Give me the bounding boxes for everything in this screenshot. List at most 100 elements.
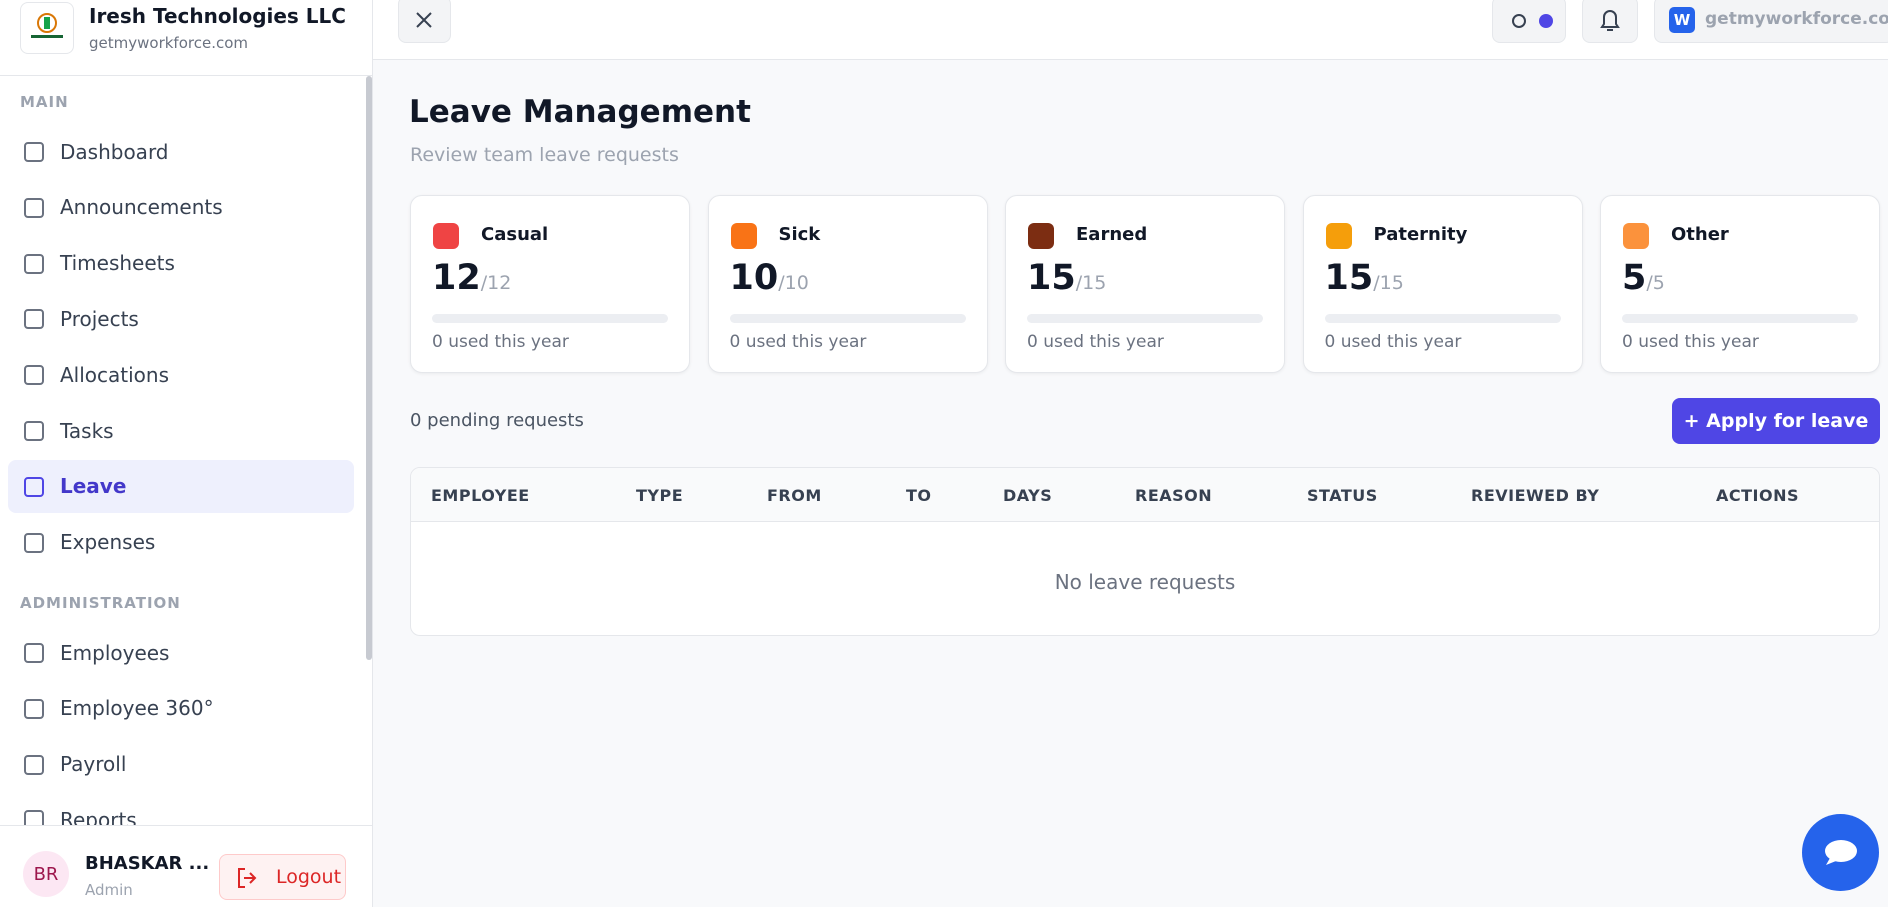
nav-label: Expenses (60, 530, 156, 555)
total-count: /5 (1646, 272, 1665, 294)
column-header: DAYS (1003, 486, 1053, 505)
card-used: 0 used this year (1324, 332, 1462, 352)
nav-label: Leave (60, 474, 127, 499)
progress-track (432, 314, 668, 323)
empty-message: No leave requests (1054, 570, 1236, 594)
company-domain: getmyworkforce.com (89, 34, 248, 52)
logout-label: Logout (276, 866, 342, 888)
leave-card: Other 5/5 0 used this year (1600, 195, 1880, 373)
card-available: 10/10 (730, 258, 809, 298)
company-name: Iresh Technologies LLC (89, 4, 346, 28)
section-title: MAIN (20, 93, 69, 111)
nav-label: Tasks (60, 418, 114, 443)
logout-button[interactable]: Logout (219, 854, 346, 900)
pending-count: 0 pending requests (410, 410, 584, 431)
column-header: ACTIONS (1716, 486, 1800, 505)
bell-icon (1600, 10, 1620, 31)
close-icon (416, 12, 432, 28)
card-name: Casual (481, 224, 549, 245)
logout-icon (238, 868, 257, 888)
topbar: W getmyworkforce.com (373, 0, 1888, 60)
nav-label: Employees (60, 640, 170, 665)
nav-label: Payroll (60, 752, 127, 777)
workspace-switcher[interactable]: W getmyworkforce.com (1654, 0, 1888, 43)
nav-item[interactable]: Announcements (8, 181, 354, 234)
leave-card: Paternity 15/15 0 used this year (1302, 195, 1583, 373)
nav-item[interactable]: Expenses (8, 516, 354, 569)
scrollbar (366, 76, 372, 660)
nav-icon (24, 253, 44, 274)
nav-item[interactable]: Projects (8, 292, 354, 345)
chat-button[interactable] (1802, 814, 1879, 891)
card-available: 12/12 (432, 258, 511, 298)
card-icon (1623, 223, 1649, 249)
nav-icon (24, 476, 44, 497)
nav-item[interactable]: Employee 360° (8, 682, 354, 735)
total-count: /12 (480, 272, 512, 294)
column-header: REVIEWED BY (1471, 486, 1600, 505)
logo-mark (31, 13, 63, 38)
available-count: 15 (1324, 258, 1374, 298)
card-available: 15/15 (1325, 258, 1404, 298)
column-header: FROM (767, 486, 822, 505)
leave-card: Sick 10/10 0 used this year (707, 195, 988, 373)
page-title: Leave Management (409, 94, 751, 130)
close-button[interactable] (398, 0, 451, 43)
theme-toggle[interactable] (1492, 0, 1566, 43)
available-count: 12 (432, 258, 481, 298)
workspace-name: getmyworkforce.com (1705, 9, 1888, 29)
logo (20, 2, 74, 54)
nav-item[interactable]: Allocations (8, 348, 354, 401)
card-used: 0 used this year (1622, 332, 1759, 352)
nav-icon (24, 754, 44, 775)
nav-icon (24, 421, 44, 441)
nav-icon (24, 532, 44, 553)
user-name: BHASKAR ... (85, 853, 210, 874)
total-count: /15 (1373, 272, 1404, 294)
nav-item[interactable]: Timesheets (8, 237, 354, 290)
total-count: /15 (1075, 272, 1107, 294)
nav-icon (24, 309, 44, 330)
section-title: ADMINISTRATION (20, 594, 181, 612)
column-header: STATUS (1307, 486, 1378, 505)
available-count: 10 (729, 258, 779, 298)
column-header: TO (906, 486, 932, 505)
leave-card: Earned 15/15 0 used this year (1005, 195, 1285, 373)
nav-icon (24, 698, 44, 719)
page-subtitle: Review team leave requests (410, 144, 679, 166)
nav-item[interactable]: Dashboard (8, 125, 354, 178)
card-used: 0 used this year (729, 332, 867, 352)
available-count: 5 (1622, 258, 1647, 298)
card-available: 15/15 (1027, 258, 1106, 298)
card-name: Earned (1076, 224, 1148, 245)
card-name: Paternity (1373, 224, 1468, 245)
nav-icon (24, 142, 44, 162)
nav-label: Employee 360° (60, 696, 214, 721)
sidebar: Iresh Technologies LLC getmyworkforce.co… (0, 0, 373, 907)
nav-item[interactable]: Tasks (8, 404, 354, 457)
table-header: EMPLOYEE TYPE FROM TO DAYS REASON STATUS REVIEW… (411, 468, 1879, 522)
column-header: EMPLOYEE (431, 486, 530, 505)
leave-table: EMPLOYEE TYPE FROM TO DAYS REASON STATUS REVIEW… (410, 467, 1880, 636)
progress-track (729, 314, 966, 323)
apply-button[interactable]: + Apply for leave (1672, 398, 1880, 444)
progress-track (1324, 314, 1561, 323)
nav-item[interactable]: Leave (8, 459, 354, 513)
card-icon (433, 223, 459, 249)
card-name: Sick (778, 224, 821, 245)
card-used: 0 used this year (1027, 332, 1164, 352)
progress-track (1622, 314, 1858, 323)
card-icon (1028, 223, 1054, 249)
card-available: 5/5 (1622, 258, 1665, 298)
nav-label: Allocations (60, 362, 170, 387)
nav-label: Dashboard (60, 139, 169, 164)
nav-icon (24, 365, 44, 386)
notifications-button[interactable] (1582, 0, 1638, 43)
nav-item[interactable]: Payroll (8, 738, 354, 791)
chat-icon (1825, 840, 1857, 865)
avatar: BR (23, 851, 69, 897)
leave-card: Casual 12/12 0 used this year (410, 195, 690, 373)
nav-item[interactable]: Employees (8, 626, 354, 679)
workspace-badge: W (1669, 7, 1695, 33)
